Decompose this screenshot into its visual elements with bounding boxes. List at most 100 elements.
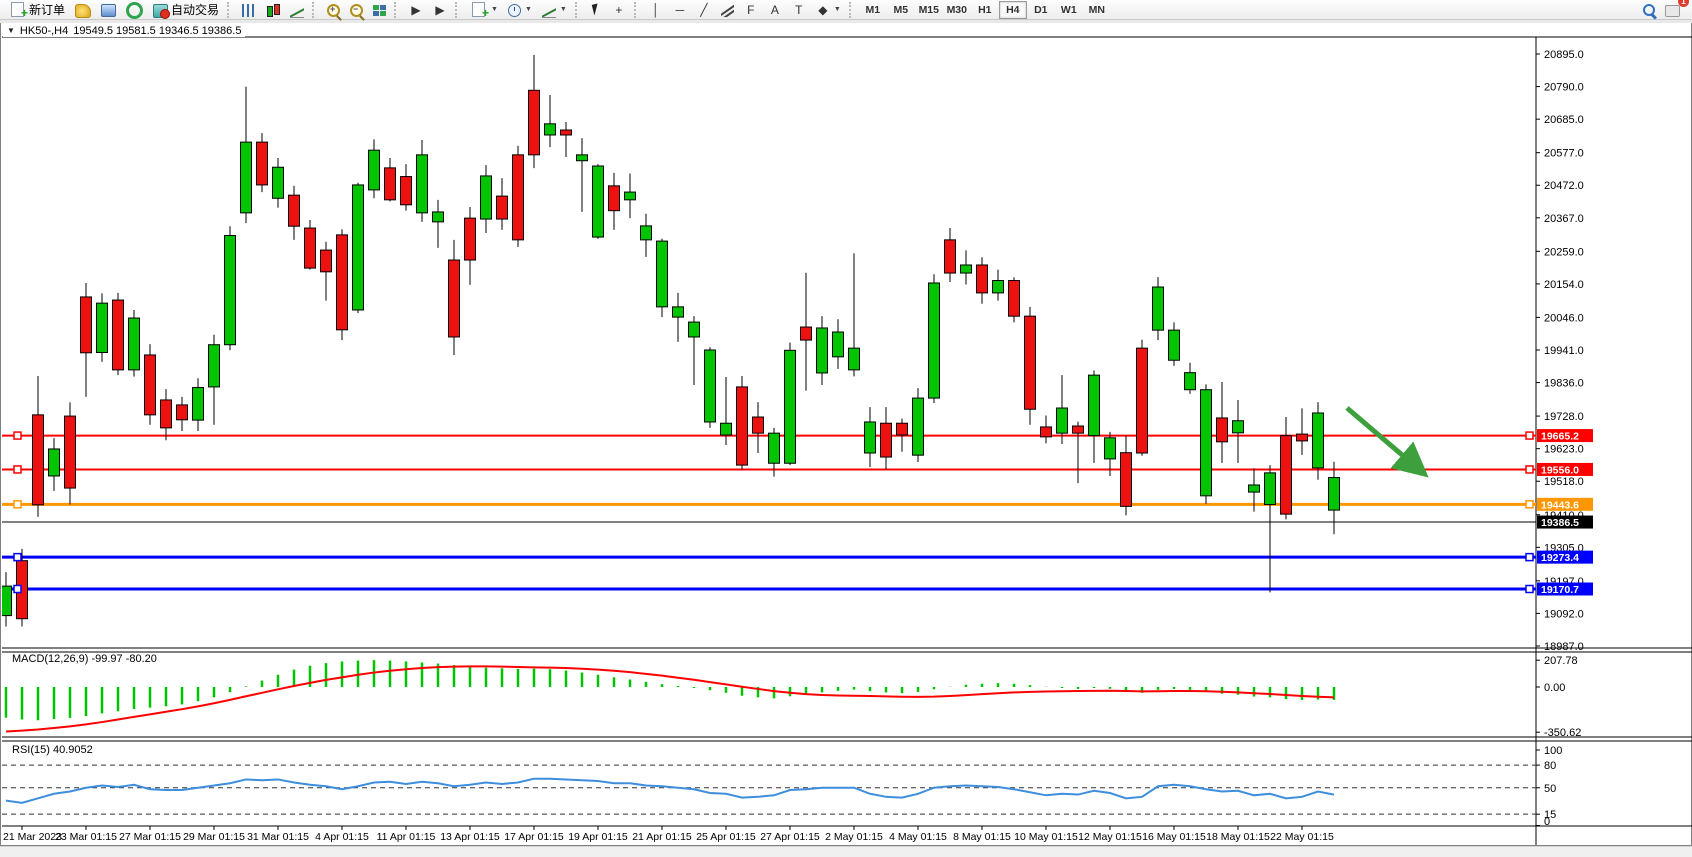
rsi-line xyxy=(5,777,1335,804)
chart-title-bar[interactable]: ▼ HK50-,H4 19549.5 19581.5 19346.5 19386… xyxy=(3,24,246,37)
zoom-in-icon: + xyxy=(327,3,341,17)
line-chart-icon xyxy=(290,5,305,18)
templates-icon xyxy=(541,5,556,18)
candle xyxy=(720,376,732,445)
chart-dropdown-icon[interactable]: ▼ xyxy=(7,26,15,35)
equidistant-channel-button[interactable] xyxy=(717,0,738,19)
line-anchor-right[interactable] xyxy=(1525,431,1534,440)
time-tick-label: 10 May 01:15 xyxy=(1014,831,1078,843)
candle xyxy=(544,94,556,148)
candle xyxy=(1280,417,1292,520)
line-anchor[interactable] xyxy=(13,552,22,562)
line-anchor-right[interactable] xyxy=(1525,552,1534,562)
strategy-tester-button[interactable] xyxy=(122,0,147,19)
candle-body xyxy=(544,123,556,136)
periods-button[interactable]: ▼ xyxy=(504,0,536,19)
candle-body xyxy=(1296,433,1308,442)
candle-body xyxy=(1040,426,1052,438)
cursor-button[interactable] xyxy=(586,0,606,19)
horizontal-scrollbar[interactable] xyxy=(0,846,1692,857)
chart-shift-button[interactable]: ▶ xyxy=(429,0,451,19)
templates-button[interactable]: ▼ xyxy=(538,0,571,19)
auto-scroll-button[interactable]: ▶ xyxy=(405,0,427,19)
candle-body xyxy=(768,432,780,464)
cursor-icon xyxy=(591,3,601,16)
line-chart-button[interactable] xyxy=(286,0,308,19)
horizontal-line-button[interactable]: ─ xyxy=(669,0,691,19)
candle-body xyxy=(272,166,284,199)
candle-body xyxy=(112,299,124,371)
profiles-button[interactable] xyxy=(71,0,95,19)
candle-body xyxy=(1056,407,1068,434)
candle xyxy=(704,347,716,428)
level-tag xyxy=(1537,462,1593,476)
candle-body xyxy=(1088,374,1100,437)
terminal-button[interactable] xyxy=(97,0,120,19)
trend-arrow-annotation[interactable] xyxy=(1345,406,1429,478)
line-anchor[interactable] xyxy=(13,500,22,509)
candle xyxy=(688,316,700,386)
line-anchor[interactable] xyxy=(13,465,22,474)
candle xyxy=(1232,399,1244,463)
vertical-line-button[interactable]: │ xyxy=(645,0,667,19)
time-tick-label: 27 Mar 01:15 xyxy=(119,831,181,843)
arrows-button[interactable]: ◆ ▼ xyxy=(812,0,845,19)
candle-body xyxy=(128,317,140,371)
zoom-out-button[interactable]: − xyxy=(346,0,367,19)
candle xyxy=(448,239,460,355)
candle xyxy=(1088,370,1100,463)
price-tick-label: 19836.0 xyxy=(1544,378,1584,390)
text-icon: A xyxy=(770,2,779,17)
line-anchor[interactable] xyxy=(13,584,22,594)
candle-body xyxy=(448,259,460,338)
timeframe-w1-button[interactable]: W1 xyxy=(1060,3,1077,16)
line-anchor-right[interactable] xyxy=(1525,584,1534,594)
new-order-button[interactable]: 新订单 xyxy=(5,0,69,20)
level-tag-label: 19170.7 xyxy=(1541,584,1579,596)
timeframe-d1-button[interactable]: D1 xyxy=(1034,3,1048,16)
trendline-button[interactable]: ╱ xyxy=(693,0,715,19)
timeframe-h4-button[interactable]: H4 xyxy=(998,0,1027,19)
timeframe-h1-button[interactable]: H1 xyxy=(978,3,992,16)
candle xyxy=(240,86,252,224)
dropdown-caret-icon: ▼ xyxy=(559,6,567,13)
autotrading-label: 自动交易 xyxy=(171,3,220,17)
line-anchor-right[interactable] xyxy=(1525,500,1534,509)
chart-ohlc-values: 19549.5 19581.5 19346.5 19386.5 xyxy=(73,24,242,37)
timeframe-m15-button[interactable]: M15 xyxy=(918,3,939,16)
candle-body xyxy=(592,165,604,238)
candle xyxy=(304,219,316,270)
timeframe-m1-button[interactable]: M1 xyxy=(865,3,881,16)
toolbar-separator xyxy=(848,1,856,18)
candle-body xyxy=(320,249,332,273)
line-anchor[interactable] xyxy=(13,431,22,440)
fibonacci-button[interactable]: F xyxy=(740,0,762,19)
price-tick-label: 19941.0 xyxy=(1544,345,1584,357)
candle xyxy=(144,344,156,425)
tile-windows-button[interactable] xyxy=(369,0,390,19)
time-tick-label: 31 Mar 01:15 xyxy=(247,831,309,843)
timeframe-m30-button[interactable]: M30 xyxy=(946,3,967,16)
search-button[interactable] xyxy=(1639,0,1659,19)
toolbar-separator xyxy=(633,1,641,18)
level-tag-label: 19273.4 xyxy=(1541,552,1579,564)
text-label-button[interactable]: T xyxy=(788,0,810,19)
text-button[interactable]: A xyxy=(764,0,786,19)
candle-body xyxy=(672,306,684,318)
zoom-in-button[interactable]: + xyxy=(323,0,344,19)
candle-body xyxy=(48,448,60,477)
price-tick-label: 19728.0 xyxy=(1544,411,1584,423)
crosshair-button[interactable]: + xyxy=(608,0,630,19)
line-anchor-right[interactable] xyxy=(1525,465,1534,474)
indicators-button[interactable]: ▼ xyxy=(466,0,502,20)
auto-scroll-icon: ▶ xyxy=(411,2,421,17)
candle xyxy=(848,253,860,377)
notifications-button[interactable]: 1 xyxy=(1661,0,1689,19)
bar-chart-button[interactable] xyxy=(238,0,260,19)
candlestick-chart-button[interactable] xyxy=(262,0,284,19)
toolbar-gap xyxy=(0,20,1692,23)
candle xyxy=(128,309,140,377)
timeframe-m5-button[interactable]: M5 xyxy=(893,3,909,16)
timeframe-mn-button[interactable]: MN xyxy=(1088,3,1105,16)
autotrading-button[interactable]: 自动交易 xyxy=(149,0,223,19)
